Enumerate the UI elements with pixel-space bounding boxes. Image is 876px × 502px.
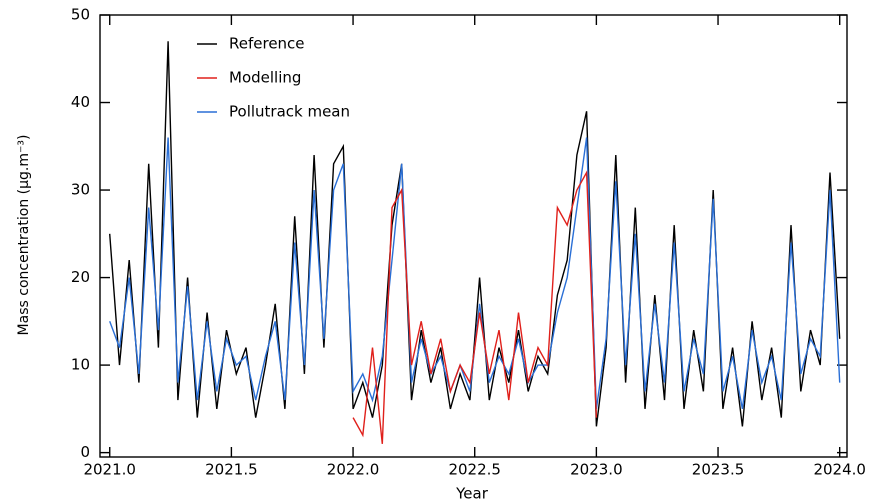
legend-label: Pollutrack mean	[229, 103, 350, 121]
y-tick-label: 30	[71, 181, 90, 199]
x-tick-label: 2024.0	[813, 461, 866, 479]
series-line	[352, 169, 598, 444]
legend-label: Modelling	[229, 69, 301, 87]
x-tick-label: 2023.5	[692, 461, 745, 479]
series-line	[109, 41, 841, 427]
y-tick-label: 20	[71, 268, 90, 286]
series-line	[109, 137, 841, 410]
x-tick-label: 2022.5	[448, 461, 501, 479]
x-tick-label: 2021.5	[205, 461, 258, 479]
y-tick-label: 50	[71, 6, 90, 24]
x-tick-label: 2021.0	[83, 461, 136, 479]
y-tick-label: 40	[71, 93, 90, 111]
legend-label: Reference	[229, 35, 305, 53]
y-tick-label: 0	[80, 443, 90, 461]
y-tick-label: 10	[71, 356, 90, 374]
x-tick-label: 2023.0	[570, 461, 623, 479]
x-axis-label: Year	[455, 485, 489, 502]
y-axis-label: Mass concentration (µg.m⁻³)	[16, 135, 32, 336]
x-tick-label: 2022.0	[327, 461, 380, 479]
plot-frame	[99, 14, 848, 458]
